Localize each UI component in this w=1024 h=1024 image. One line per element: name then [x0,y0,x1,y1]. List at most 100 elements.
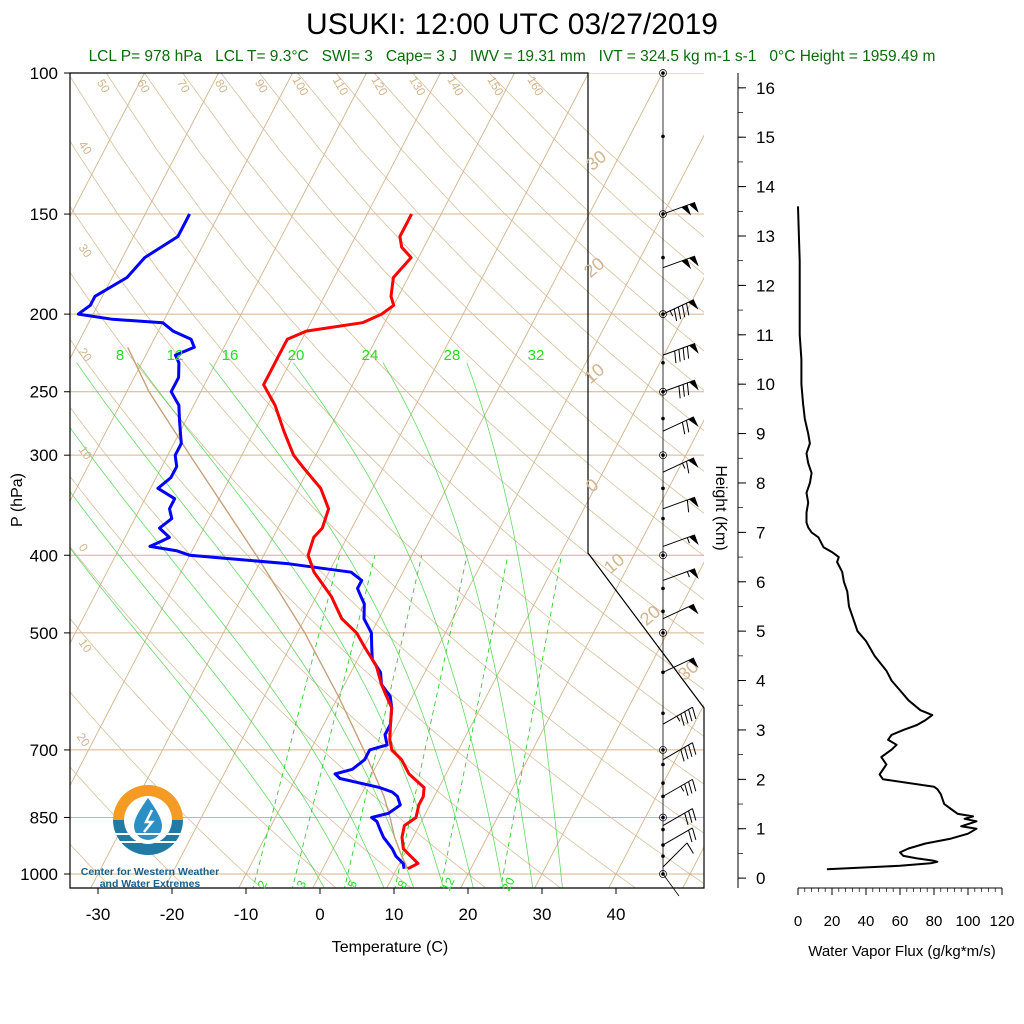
isotherm-line [70,73,293,502]
height-tick-label: 12 [756,276,775,295]
temperature-line [262,213,426,871]
isotherm-line [70,73,441,787]
wind-barb-full [681,304,686,318]
wind-barb-full [674,350,677,364]
dry-adiabat [70,205,704,834]
wind-barb [662,201,699,216]
wind-barb-flag [689,343,699,354]
wind-level-dot [661,416,665,421]
wind-level-circle [659,551,667,560]
wind-barb-flag [688,657,699,668]
stat-ivt: IVT = 324.5 kg m-1 s-1 [598,48,757,65]
wind-barb-full [691,707,697,720]
wind-barb [662,706,697,726]
wind-level-dot [661,854,665,858]
wind-barb-half [686,571,690,578]
x-tick-label: 20 [459,905,478,924]
dry-adiabat [70,140,704,785]
height-tick-label: 7 [756,523,765,542]
dry-adiabat [182,73,704,600]
wind-barb-full [688,810,693,823]
moist-adiabat [136,362,444,888]
wind-barb-flag [689,568,699,580]
height-tick-label: 5 [756,622,765,641]
wind-barb-full [684,783,689,796]
wind-barb-full [677,306,682,320]
wind-level-circle [659,69,667,77]
wind-level-dot [661,815,665,820]
isotherm-label: 50 [94,77,113,96]
wind-barb-full [682,347,685,361]
isotherm-label: 10 [76,636,95,655]
wind-barb-staff [662,657,695,673]
wind-level-circle [659,870,667,878]
wind-level-circle [659,387,667,396]
y-tick-label: 850 [30,808,58,827]
flux-x-tick-label: 80 [926,913,943,930]
logo-line-2: and Water Extremes [99,878,201,890]
wind-barb [662,603,699,620]
wind-barb [662,808,697,826]
isotherm-label: 0 [76,541,91,555]
isotherm-line [682,846,704,888]
stat-cape: Cape= 3 J [385,48,457,65]
isotherm-label: 120 [368,74,390,99]
y-axis-label: P (hPa) [9,473,26,527]
flux-x-tick-label: 20 [824,913,841,930]
x-tick-label: -30 [86,905,111,924]
wind-barb-flag [681,205,692,216]
wind-barb-full [688,830,693,843]
wind-barb-staff [662,808,693,826]
wind-barb-full [684,711,689,724]
x-axis-label: Temperature (C) [332,939,448,956]
mixing-ratio-label: 8 [116,347,124,364]
wind-level-dot [661,748,665,752]
y-tick-label: 150 [30,205,58,224]
wind-barb [662,568,699,581]
wind-level-dot [661,827,665,832]
stat-freezing-height: 0°C Height = 1959.49 m [769,48,936,65]
height-tick-label: 0 [756,869,765,888]
wind-barb-half [669,310,674,317]
mixing-ratio-line [440,555,509,888]
height-axis-label: Height (Km) [712,465,729,550]
isotherm-label: 30 [76,241,95,260]
moist-adiabat [466,362,563,888]
wind-barb-flag [689,202,699,213]
mixing-ratio-label: 20 [499,875,517,893]
wind-barb-full [684,812,689,826]
wind-barb-full [686,382,690,396]
x-tick-label: -10 [234,905,259,924]
dry-adiabat [70,691,262,888]
stat-swi: SWI= 3 [321,48,373,65]
wind-barb-full [688,781,693,794]
cw3e-logo-icon [113,785,183,855]
plot-frame [69,72,705,889]
wind-level-dot [661,631,665,635]
dry-adiabat [105,73,704,691]
wind-level-dot [661,453,665,457]
mixing-ratio-label: 24 [362,347,379,364]
wind-barb-half [680,785,685,792]
dry-adiabat [220,73,704,557]
dry-adiabat [70,75,704,737]
flux-x-axis-label: Water Vapor Flux (g/kg*m/s) [808,943,996,960]
wind-level-dot [661,781,665,785]
dry-adiabat [70,271,704,885]
height-tick-label: 15 [756,128,775,147]
isotherm-label: 0 [582,475,603,497]
x-tick-label: -20 [160,905,185,924]
wind-level-circle [659,310,667,318]
stat-lcl-t: LCL T= 9.3°C [215,48,309,65]
wind-barb-flag [681,258,692,270]
mixing-ratio-label: 16 [222,347,239,364]
isotherm-line [70,73,219,360]
isotherm-line [608,703,704,888]
wind-barb-full [686,842,694,854]
isotherm-label: 20 [636,601,664,629]
moist-adiabat [70,547,325,888]
wind-barb-half [686,537,690,544]
wind-barb-full [691,808,697,821]
moist-adiabat [209,362,474,888]
